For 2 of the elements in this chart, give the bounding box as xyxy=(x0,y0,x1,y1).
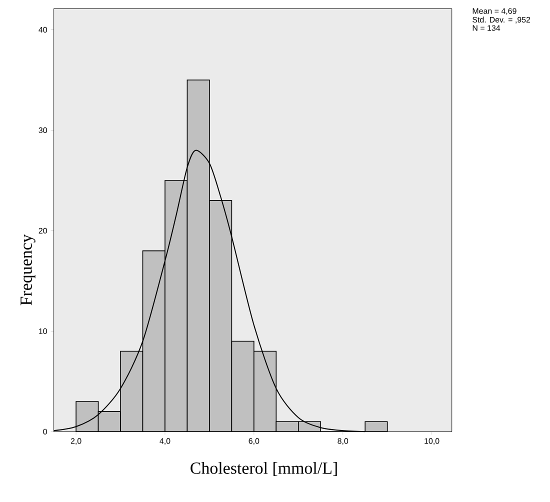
x-axis-title: Cholesterol [mmol/L] xyxy=(190,462,337,476)
y-axis-title: Frequency xyxy=(20,234,36,306)
